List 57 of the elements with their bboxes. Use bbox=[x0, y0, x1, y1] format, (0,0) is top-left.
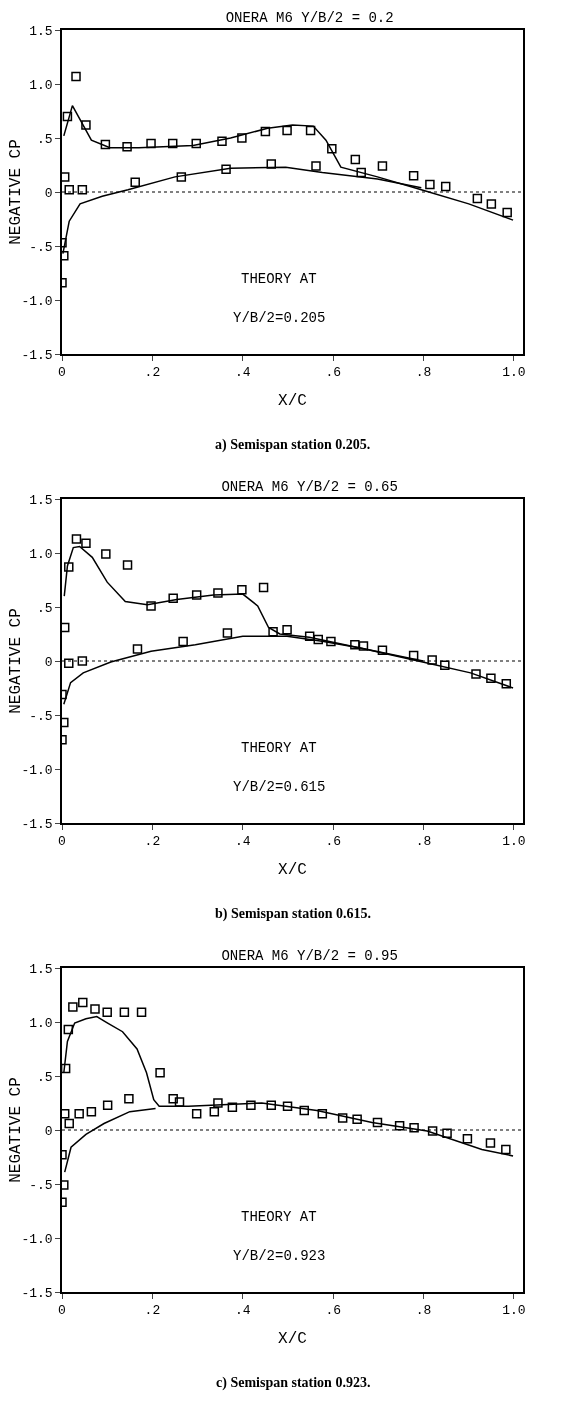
y-tick-label: 1.5 bbox=[29, 492, 53, 508]
x-tick-label: 0 bbox=[58, 834, 66, 850]
x-tick-label: .2 bbox=[144, 365, 161, 381]
y-tick-label: -1.0 bbox=[21, 293, 53, 309]
y-tick-label: -1.0 bbox=[21, 762, 53, 778]
y-tick-label: 0 bbox=[44, 654, 53, 670]
text: b) Semispan station 0.615. bbox=[215, 906, 371, 922]
x-tick-label: .8 bbox=[415, 1303, 432, 1319]
chart-title: ONERA M6 Y/B/2 = 0.2 bbox=[225, 9, 394, 26]
y-tick-label: -.5 bbox=[29, 1177, 53, 1193]
annotation: THEORY AT bbox=[241, 1209, 317, 1225]
y-tick-label: 1.0 bbox=[29, 1015, 53, 1031]
y-axis-title: NEGATIVE CP bbox=[6, 139, 25, 245]
y-axis-title: NEGATIVE CP bbox=[6, 608, 25, 714]
text: c) Semispan station 0.923. bbox=[216, 1375, 371, 1391]
y-tick-label: -1.0 bbox=[21, 1231, 53, 1247]
annotation: Y/B/2=0.615 bbox=[233, 779, 326, 795]
y-tick-label: 1.5 bbox=[29, 961, 53, 977]
x-tick-label: 1.0 bbox=[502, 1303, 526, 1319]
y-tick-label: 1.5 bbox=[29, 23, 53, 39]
y-tick-label: -1.5 bbox=[21, 347, 53, 363]
y-tick-label: -1.5 bbox=[21, 816, 53, 832]
y-tick-label: -.5 bbox=[29, 239, 53, 255]
annotation: Y/B/2=0.923 bbox=[233, 1248, 326, 1264]
y-tick-label: .5 bbox=[37, 131, 53, 147]
x-axis-title: X/C bbox=[278, 1329, 307, 1348]
x-tick-label: .2 bbox=[144, 834, 161, 850]
x-tick-label: 1.0 bbox=[502, 365, 526, 381]
x-tick-label: .8 bbox=[415, 834, 432, 850]
x-tick-label: .6 bbox=[325, 365, 341, 381]
x-tick-label: 0 bbox=[58, 365, 66, 381]
y-tick-label: 0 bbox=[44, 185, 53, 201]
annotation: THEORY AT bbox=[241, 740, 317, 756]
y-tick-label: 1.0 bbox=[29, 546, 53, 562]
x-tick-label: .4 bbox=[234, 1303, 251, 1319]
x-axis-title: X/C bbox=[278, 391, 307, 410]
x-tick-label: .6 bbox=[325, 1303, 341, 1319]
annotation: THEORY AT bbox=[241, 271, 317, 287]
y-axis-title: NEGATIVE CP bbox=[6, 1077, 25, 1183]
y-tick-label: .5 bbox=[37, 1069, 53, 1085]
x-tick-label: .6 bbox=[325, 834, 341, 850]
x-tick-label: .4 bbox=[234, 365, 251, 381]
x-tick-label: .4 bbox=[234, 834, 251, 850]
y-tick-label: 1.0 bbox=[29, 77, 53, 93]
chart-title: ONERA M6 Y/B/2 = 0.65 bbox=[221, 478, 398, 495]
chart-title: ONERA M6 Y/B/2 = 0.95 bbox=[221, 947, 398, 964]
x-tick-label: 0 bbox=[58, 1303, 66, 1319]
y-tick-label: .5 bbox=[37, 600, 53, 616]
y-tick-label: -.5 bbox=[29, 708, 53, 724]
annotation: Y/B/2=0.205 bbox=[233, 310, 326, 326]
y-tick-label: -1.5 bbox=[21, 1285, 53, 1301]
x-tick-label: 1.0 bbox=[502, 834, 526, 850]
text: a) Semispan station 0.205. bbox=[215, 437, 371, 453]
x-tick-label: .2 bbox=[144, 1303, 161, 1319]
x-axis-title: X/C bbox=[278, 860, 307, 879]
y-tick-label: 0 bbox=[44, 1123, 53, 1139]
x-tick-label: .8 bbox=[415, 365, 432, 381]
